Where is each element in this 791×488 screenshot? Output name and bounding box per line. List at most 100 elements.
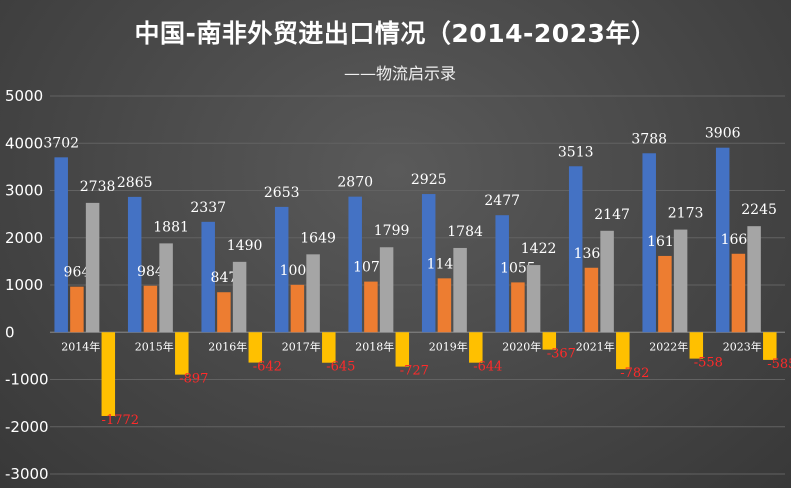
bar bbox=[217, 292, 231, 333]
data-label: -585 bbox=[767, 357, 791, 372]
bar bbox=[747, 226, 761, 333]
data-label: 1661 bbox=[721, 232, 757, 248]
bar bbox=[395, 332, 410, 367]
data-label: 3702 bbox=[43, 135, 79, 151]
data-label: 1055 bbox=[500, 260, 536, 276]
data-label: -644 bbox=[473, 360, 502, 375]
data-label: -897 bbox=[179, 372, 208, 387]
bar bbox=[379, 247, 394, 333]
y-tick-label: 3000 bbox=[5, 182, 43, 200]
bar bbox=[658, 255, 672, 333]
data-label: 1141 bbox=[427, 256, 463, 272]
bar bbox=[600, 230, 614, 333]
data-label: -642 bbox=[253, 360, 282, 375]
x-tick-label: 2014年 bbox=[61, 339, 100, 353]
data-label: 1365 bbox=[574, 246, 610, 262]
data-label: 847 bbox=[211, 270, 238, 286]
data-label: 1490 bbox=[227, 238, 263, 254]
bar bbox=[542, 332, 557, 350]
bar bbox=[127, 196, 142, 333]
data-label: 2865 bbox=[117, 175, 153, 191]
data-label: 1422 bbox=[521, 241, 557, 257]
bar bbox=[511, 282, 525, 333]
bar bbox=[584, 267, 599, 333]
data-label: 2173 bbox=[668, 206, 704, 222]
data-label: 984 bbox=[137, 264, 164, 280]
bar bbox=[143, 285, 158, 333]
y-tick-label: 2000 bbox=[5, 229, 43, 247]
x-tick-label: 2018年 bbox=[355, 339, 394, 353]
data-label: 1784 bbox=[447, 224, 483, 240]
bar bbox=[526, 265, 541, 333]
y-tick-label: -2000 bbox=[5, 418, 49, 436]
bar bbox=[642, 153, 656, 333]
bar bbox=[453, 247, 467, 333]
y-tick-label: 0 bbox=[5, 323, 15, 341]
x-tick-label: 2019年 bbox=[429, 339, 468, 353]
x-tick-label: 2016年 bbox=[208, 339, 247, 353]
bar bbox=[306, 254, 320, 333]
data-label: 2925 bbox=[411, 172, 447, 188]
data-label: 2245 bbox=[741, 202, 777, 218]
bar bbox=[568, 166, 583, 333]
data-label: 1799 bbox=[374, 223, 410, 239]
bar bbox=[322, 332, 336, 363]
bar bbox=[101, 332, 116, 416]
data-label: -558 bbox=[694, 356, 723, 371]
x-tick-label: 2017年 bbox=[282, 339, 321, 353]
y-tick-label: 1000 bbox=[5, 276, 43, 294]
chart-subtitle: ——物流启示录 bbox=[343, 64, 456, 83]
bar bbox=[248, 332, 263, 363]
data-label: -1772 bbox=[102, 413, 139, 428]
data-label: 1072 bbox=[353, 260, 389, 276]
x-tick-label: 2015年 bbox=[135, 339, 174, 353]
data-label: 2337 bbox=[190, 200, 226, 216]
data-label: -782 bbox=[620, 366, 649, 381]
bar bbox=[175, 332, 189, 375]
data-label: 2653 bbox=[264, 185, 300, 201]
y-tick-label: -3000 bbox=[5, 465, 49, 483]
x-tick-label: 2021年 bbox=[576, 339, 615, 353]
bar bbox=[70, 286, 84, 333]
data-label: 3788 bbox=[631, 131, 667, 147]
data-label: 2147 bbox=[594, 207, 630, 223]
data-label: -645 bbox=[326, 360, 355, 375]
data-label: 2477 bbox=[484, 193, 520, 209]
y-tick-label: -1000 bbox=[5, 371, 49, 389]
bar bbox=[763, 332, 777, 360]
bar bbox=[85, 202, 100, 333]
bar bbox=[274, 206, 289, 333]
data-label: 1649 bbox=[300, 230, 336, 246]
bar bbox=[201, 221, 215, 333]
bar bbox=[673, 229, 688, 333]
bar bbox=[232, 261, 247, 333]
bar bbox=[495, 215, 509, 333]
data-label: 3513 bbox=[558, 144, 594, 160]
bar bbox=[290, 284, 305, 333]
y-tick-label: 4000 bbox=[5, 134, 43, 152]
bar bbox=[715, 147, 730, 333]
chart-title: 中国-南非外贸进出口情况（2014-2023年） bbox=[134, 19, 657, 48]
data-label: 1615 bbox=[647, 234, 683, 250]
data-label: 3906 bbox=[705, 126, 741, 142]
data-label: 1881 bbox=[153, 219, 189, 235]
data-label: 2870 bbox=[337, 175, 373, 191]
bar bbox=[731, 253, 746, 333]
x-tick-label: 2023年 bbox=[723, 339, 762, 353]
bar bbox=[54, 157, 68, 333]
bar bbox=[421, 194, 436, 333]
data-label: 964 bbox=[64, 265, 91, 281]
x-tick-label: 2022年 bbox=[649, 339, 688, 353]
bar bbox=[616, 332, 630, 370]
x-tick-label: 2020年 bbox=[502, 339, 541, 353]
y-tick-label: 5000 bbox=[5, 87, 43, 105]
bar bbox=[469, 332, 483, 363]
bar bbox=[437, 278, 452, 333]
bar bbox=[364, 281, 378, 333]
data-label: -367 bbox=[547, 347, 576, 362]
bar bbox=[348, 196, 362, 333]
data-label: -727 bbox=[400, 364, 429, 379]
bar bbox=[689, 332, 704, 359]
